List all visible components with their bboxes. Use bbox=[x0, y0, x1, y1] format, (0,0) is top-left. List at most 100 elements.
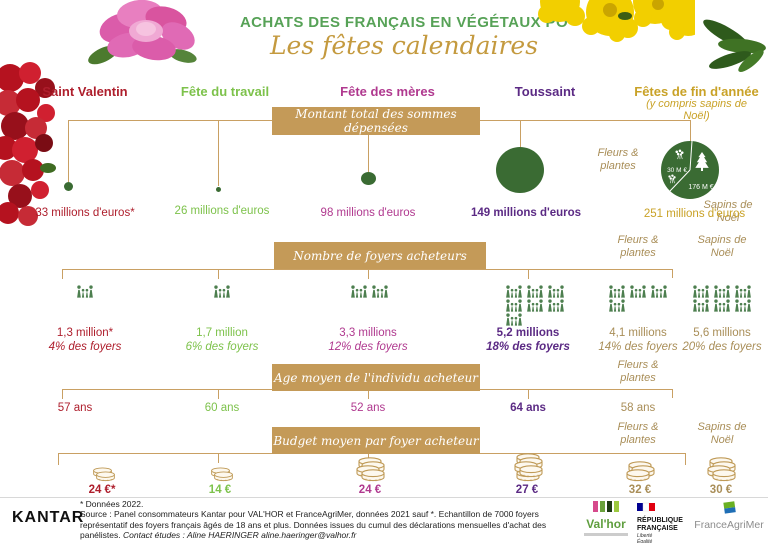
bracket-montant-drop-5 bbox=[690, 120, 691, 141]
budget-fleurs: 32 € bbox=[628, 484, 652, 496]
coin-icon bbox=[711, 469, 737, 482]
franceagrimer-logo: FranceAgriMer bbox=[694, 501, 764, 531]
family-icon bbox=[608, 285, 626, 298]
coins-fleurs bbox=[626, 448, 654, 482]
people-icons-meres bbox=[348, 285, 390, 298]
contact-text: Contact études : Aline HAERINGER aline.h… bbox=[123, 530, 357, 540]
people-icons-toussaint bbox=[505, 285, 568, 326]
budget-valentin: 24 €* bbox=[88, 484, 116, 496]
bracket-montant-drop-3 bbox=[368, 120, 369, 172]
family-icon bbox=[350, 285, 368, 298]
coin-icon bbox=[625, 469, 651, 482]
family-icon bbox=[526, 299, 544, 312]
footnote: * Données 2022. bbox=[80, 499, 144, 509]
bracket-budget-tick-1 bbox=[58, 453, 59, 465]
family-icon bbox=[547, 299, 565, 312]
column-header-fete-des-meres: Fête des mères bbox=[340, 84, 435, 99]
budget-meres: 24 € bbox=[358, 484, 382, 496]
spend-value-fin-annee: 251 millions d'euros bbox=[643, 208, 746, 220]
family-icon bbox=[608, 299, 626, 312]
bracket-foyers-tick-3 bbox=[368, 269, 369, 279]
spend-bubble-meres bbox=[361, 172, 376, 185]
family-icon bbox=[505, 299, 523, 312]
people-icons-sapins bbox=[692, 285, 755, 312]
coin-icon bbox=[518, 465, 544, 478]
red-roses-image bbox=[0, 62, 56, 226]
family-icon bbox=[713, 285, 731, 298]
family-icon bbox=[692, 285, 710, 298]
label-sapins-noel-foyers: Sapins de Noël bbox=[697, 234, 747, 259]
source-main: Source : Panel consommateurs Kantar pour… bbox=[80, 509, 547, 540]
coin-icon bbox=[360, 469, 386, 482]
people-icons-travail bbox=[210, 285, 234, 298]
bracket-montant-drop-1 bbox=[68, 120, 69, 182]
valhor-logo-bars bbox=[593, 501, 619, 512]
bracket-age-tick-3 bbox=[368, 389, 369, 399]
column-header-saint-valentin: Saint Valentin bbox=[42, 84, 128, 99]
family-icon bbox=[76, 285, 94, 298]
banner-montant-total: Montant total des sommes dépensées bbox=[272, 107, 480, 135]
spend-pie-fin-annee: 30 M € 176 M € bbox=[661, 141, 719, 199]
family-icon bbox=[526, 285, 544, 298]
bracket-age-tick-2 bbox=[218, 389, 219, 399]
family-icon bbox=[371, 285, 389, 298]
coins-toussaint bbox=[514, 448, 542, 482]
coins-sapins bbox=[707, 448, 735, 482]
bracket-foyers-tick-4 bbox=[528, 269, 529, 279]
coin-icon bbox=[95, 471, 116, 482]
column-header-fetes-fin-annee: Fêtes de fin d'année bbox=[634, 84, 759, 99]
foyers-count-valentin: 1,3 million* bbox=[56, 327, 114, 339]
bracket-age-tick-1 bbox=[62, 389, 63, 399]
family-icon bbox=[547, 285, 565, 298]
bracket-montant-drop-2 bbox=[218, 120, 219, 186]
foyers-pct-toussaint: 18% des foyers bbox=[486, 341, 570, 353]
age-meres: 52 ans bbox=[350, 402, 386, 414]
people-icons-valentin bbox=[73, 285, 97, 298]
foyers-count-fleurs: 4,1 millions bbox=[609, 327, 667, 339]
republique-line2: FRANÇAISE bbox=[637, 525, 678, 532]
kantar-logo: KANTAR bbox=[12, 509, 85, 526]
banner-nombre-foyers: Nombre de foyers acheteurs bbox=[274, 242, 486, 269]
spend-value-valentin: 33 millions d'euros* bbox=[35, 207, 135, 219]
label-fleurs-plantes-montant: Fleurs & plantes bbox=[597, 147, 639, 172]
valhor-logo: Val'hor bbox=[578, 499, 634, 536]
pie-sapins-value: 176 M € bbox=[688, 184, 713, 191]
budget-travail: 14 € bbox=[208, 484, 232, 496]
bracket-montant-drop-4 bbox=[520, 120, 521, 147]
yellow-chrysanthemums-image bbox=[538, 0, 695, 42]
budget-toussaint: 27 € bbox=[515, 484, 539, 496]
spend-value-travail: 26 millions d'euros bbox=[174, 205, 270, 217]
spend-bubble-valentin bbox=[64, 182, 73, 191]
coins-travail bbox=[208, 448, 232, 482]
column-header-toussaint: Toussaint bbox=[514, 84, 576, 99]
source-text: Source : Panel consommateurs Kantar pour… bbox=[80, 509, 558, 541]
label-fleurs-plantes-budget: Fleurs & plantes bbox=[617, 421, 659, 446]
foyers-pct-valentin: 4% des foyers bbox=[48, 341, 122, 353]
age-fleurs: 58 ans bbox=[620, 402, 656, 414]
bracket-budget-tick-2 bbox=[218, 453, 219, 463]
foyers-count-sapins: 5,6 millions bbox=[693, 327, 751, 339]
republique-francaise-logo: RÉPUBLIQUE FRANÇAISE Liberté Égalité Fra… bbox=[637, 499, 689, 543]
foyers-count-meres: 3,3 millions bbox=[339, 327, 397, 339]
franceagrimer-logo-mark bbox=[722, 501, 736, 514]
republique-line1: RÉPUBLIQUE bbox=[637, 517, 683, 524]
pie-fleurs-value: 30 M € bbox=[667, 167, 687, 174]
bracket-foyers bbox=[62, 269, 672, 270]
age-valentin: 57 ans bbox=[57, 402, 93, 414]
family-icon bbox=[213, 285, 231, 298]
family-icon bbox=[650, 285, 668, 298]
label-sapins-noel-budget: Sapins de Noël bbox=[697, 421, 747, 446]
fir-branch-image bbox=[703, 19, 766, 72]
spend-bubble-travail bbox=[216, 187, 221, 192]
family-icon bbox=[734, 299, 752, 312]
family-icon bbox=[505, 313, 523, 326]
bracket-foyers-tick-2 bbox=[218, 269, 219, 279]
bracket-age-tick-4 bbox=[528, 389, 529, 399]
coins-valentin bbox=[90, 448, 114, 482]
page-subtitle: Les fêtes calendaires bbox=[269, 31, 539, 60]
column-subheader-fetes-fin-annee: (y compris sapins de Noël) bbox=[646, 98, 747, 122]
banner-age-moyen: Age moyen de l'individu acheteur bbox=[272, 364, 480, 391]
spend-bubble-toussaint bbox=[496, 147, 544, 193]
spend-value-meres: 98 millions d'euros bbox=[320, 207, 416, 219]
footer-divider bbox=[0, 497, 768, 498]
